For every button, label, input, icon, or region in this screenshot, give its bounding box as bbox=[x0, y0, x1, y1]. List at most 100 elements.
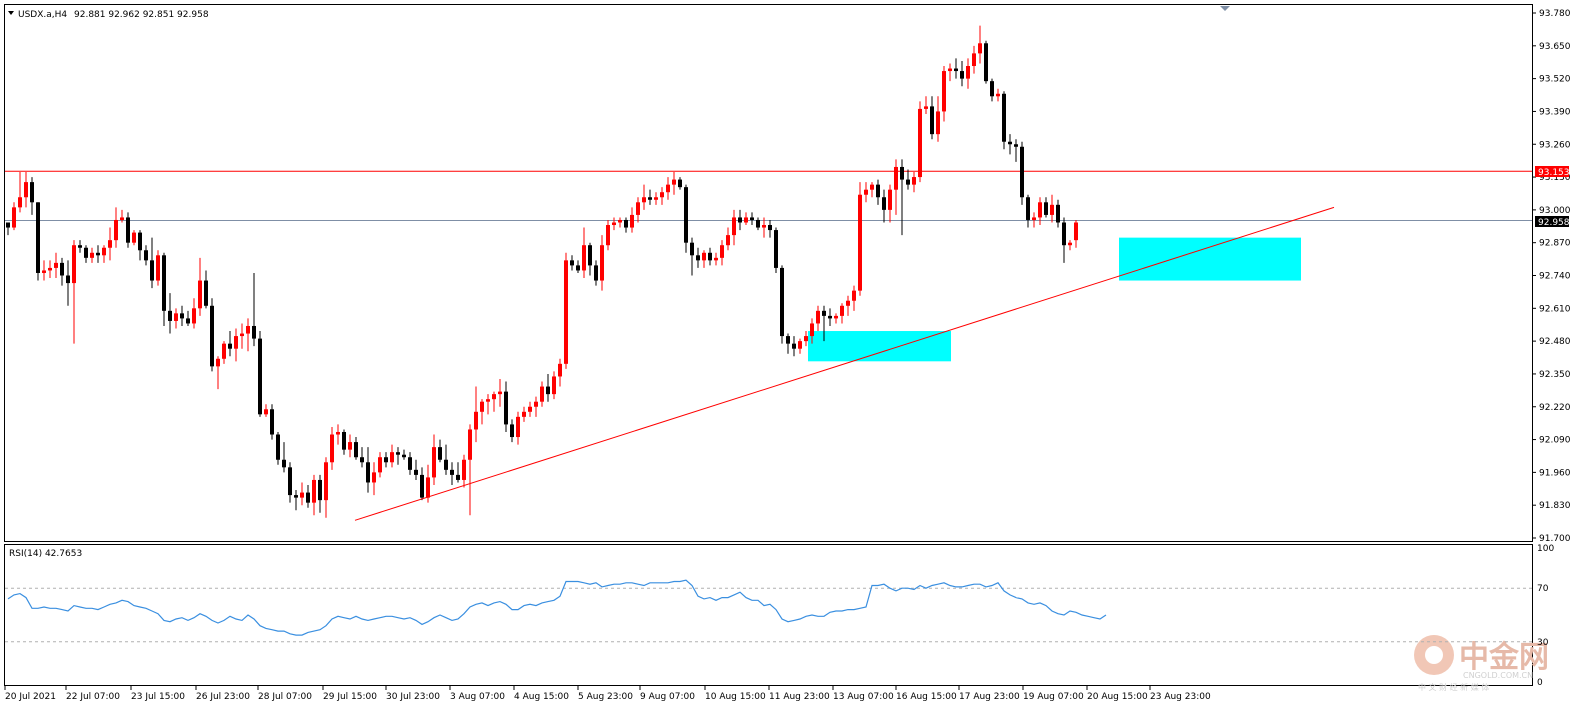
price-tick-label: 93.260 bbox=[1539, 140, 1571, 150]
candle bbox=[42, 260, 46, 281]
candle-body bbox=[18, 197, 22, 208]
trendline-group bbox=[354, 206, 1335, 521]
candle-body bbox=[564, 260, 568, 364]
candle bbox=[258, 331, 262, 417]
candle-body bbox=[354, 442, 358, 458]
candle bbox=[804, 331, 808, 347]
candle-body bbox=[996, 93, 1000, 97]
rsi-label: RSI(14) 42.7653 bbox=[9, 549, 82, 559]
candle bbox=[216, 356, 220, 390]
trendline[interactable] bbox=[354, 206, 1335, 521]
collapse-triangle-icon[interactable] bbox=[8, 11, 14, 15]
candle-body bbox=[54, 262, 58, 268]
candle-body bbox=[678, 179, 682, 188]
candle-body bbox=[294, 495, 298, 498]
candle-body bbox=[216, 358, 220, 367]
candle-body bbox=[276, 434, 280, 460]
candle-body bbox=[834, 315, 838, 319]
candle-body bbox=[780, 267, 784, 337]
candle-body bbox=[792, 343, 796, 349]
candle-body bbox=[696, 255, 700, 261]
candle bbox=[180, 305, 184, 326]
current-tag-text: 92.958 bbox=[1538, 218, 1570, 228]
candle bbox=[1008, 134, 1012, 155]
candle-body bbox=[360, 457, 364, 463]
candle-body bbox=[348, 442, 352, 450]
candle bbox=[444, 444, 448, 475]
candle-body bbox=[954, 68, 958, 72]
candle-body bbox=[990, 81, 994, 97]
candle bbox=[402, 449, 406, 460]
candle bbox=[786, 333, 790, 354]
candle-body bbox=[768, 225, 772, 231]
candle-body bbox=[720, 245, 724, 258]
candle-body bbox=[948, 68, 952, 72]
candle-body bbox=[906, 179, 910, 185]
candle-body bbox=[324, 462, 328, 501]
time-tick-label: 5 Aug 23:00 bbox=[578, 692, 633, 702]
candles bbox=[6, 25, 1078, 518]
candle-body bbox=[804, 336, 808, 342]
candle bbox=[306, 484, 310, 508]
time-axis: 20 Jul 2021 22 Jul 07:00 23 Jul 15:00 26 Ju… bbox=[4, 686, 1211, 702]
candle bbox=[858, 182, 862, 296]
candle bbox=[294, 490, 298, 511]
candle bbox=[366, 447, 370, 493]
candle bbox=[1056, 199, 1060, 228]
candle-body bbox=[180, 313, 184, 319]
candle bbox=[744, 212, 748, 226]
candle bbox=[186, 310, 190, 326]
horizontal-lines bbox=[5, 170, 1532, 221]
candle bbox=[882, 189, 886, 223]
chart-shift-marker-icon[interactable] bbox=[1220, 6, 1230, 11]
candle bbox=[312, 474, 316, 516]
candle-body bbox=[198, 280, 202, 309]
candle-body bbox=[936, 111, 940, 135]
candle bbox=[798, 338, 802, 354]
candle bbox=[708, 247, 712, 266]
candle bbox=[498, 378, 502, 407]
candle-body bbox=[918, 108, 922, 178]
candle bbox=[438, 439, 442, 463]
candle bbox=[72, 240, 76, 344]
candle bbox=[222, 341, 226, 364]
candle-body bbox=[570, 260, 574, 266]
candle-body bbox=[126, 217, 130, 243]
candle bbox=[78, 240, 82, 253]
candle-body bbox=[690, 242, 694, 256]
candle-body bbox=[624, 219, 628, 228]
candle-body bbox=[1002, 93, 1006, 142]
price-tick-label: 93.130 bbox=[1539, 173, 1571, 183]
candle-body bbox=[888, 189, 892, 210]
candle bbox=[588, 242, 592, 276]
candle-body bbox=[210, 305, 214, 367]
price-tick-label: 92.220 bbox=[1539, 403, 1571, 413]
price-tick-label: 92.610 bbox=[1539, 304, 1571, 314]
candle-body bbox=[732, 217, 736, 236]
candle bbox=[288, 462, 292, 503]
candle-body bbox=[312, 479, 316, 503]
candle-body bbox=[798, 341, 802, 349]
candle bbox=[576, 260, 580, 273]
candle bbox=[36, 202, 40, 281]
candle bbox=[864, 182, 868, 203]
rsi-tick-label: 100 bbox=[1537, 544, 1554, 554]
time-tick-label: 4 Aug 15:00 bbox=[514, 692, 569, 702]
candle-body bbox=[606, 225, 610, 246]
candle-body bbox=[282, 459, 286, 468]
candle bbox=[966, 58, 970, 89]
candle bbox=[936, 96, 940, 142]
candle-body bbox=[48, 267, 52, 271]
candle-body bbox=[750, 217, 754, 220]
price-tick-label: 93.650 bbox=[1539, 42, 1571, 52]
candle-body bbox=[96, 252, 100, 256]
candle bbox=[648, 189, 652, 205]
candle bbox=[234, 328, 238, 362]
candle bbox=[732, 209, 736, 246]
candle-body bbox=[108, 240, 112, 248]
candle bbox=[144, 245, 148, 266]
candle bbox=[432, 434, 436, 485]
candle-body bbox=[960, 71, 964, 79]
candle-body bbox=[456, 474, 460, 480]
candle bbox=[900, 159, 904, 236]
